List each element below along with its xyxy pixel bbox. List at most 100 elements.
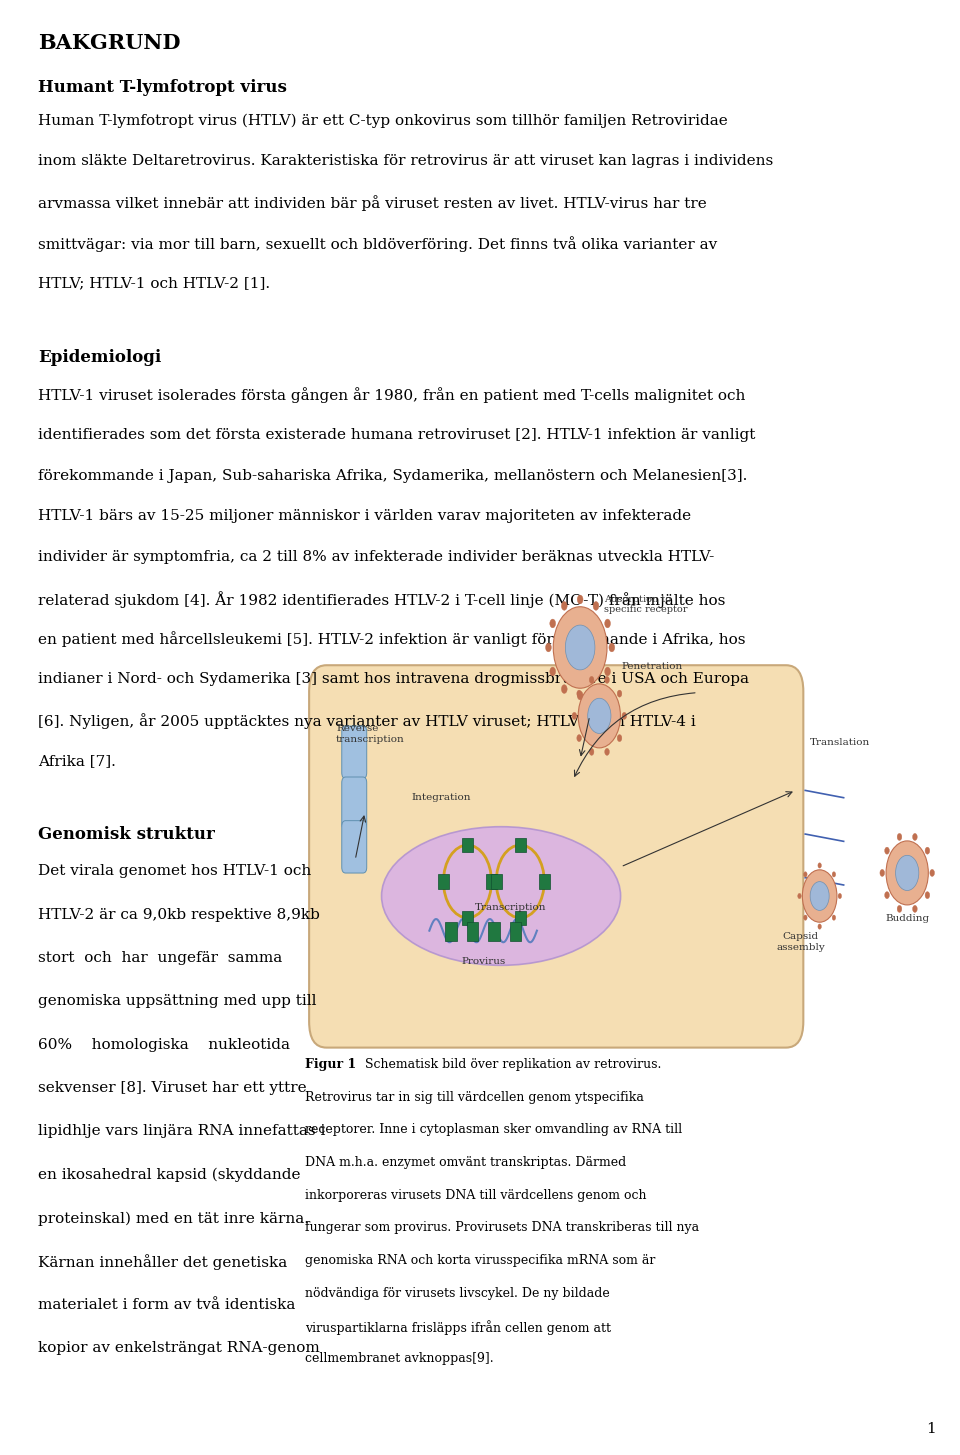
Circle shape (577, 691, 583, 700)
Text: [6]. Nyligen, år 2005 upptäcktes nya varianter av HTLV viruset; HTLV-3 och HTLV-: [6]. Nyligen, år 2005 upptäcktes nya var… (38, 713, 696, 729)
Circle shape (562, 685, 567, 694)
FancyBboxPatch shape (515, 911, 526, 925)
Text: HTLV-2 är ca 9,0kb respektive 8,9kb: HTLV-2 är ca 9,0kb respektive 8,9kb (38, 908, 321, 921)
Text: arvmassa vilket innebär att individen bär på viruset resten av livet. HTLV-virus: arvmassa vilket innebär att individen bä… (38, 195, 708, 211)
Circle shape (605, 748, 610, 755)
Text: Budding: Budding (885, 914, 929, 922)
Text: genomiska RNA och korta virusspecifika mRNA som är: genomiska RNA och korta virusspecifika m… (305, 1254, 656, 1267)
Text: materialet i form av två identiska: materialet i form av två identiska (38, 1298, 296, 1312)
Circle shape (804, 915, 807, 920)
Text: Capsid
assembly: Capsid assembly (776, 933, 825, 952)
Text: Epidemiologi: Epidemiologi (38, 349, 161, 367)
FancyBboxPatch shape (462, 838, 473, 853)
Text: Provirus: Provirus (461, 957, 505, 966)
Circle shape (803, 870, 837, 922)
Circle shape (810, 882, 829, 911)
FancyBboxPatch shape (486, 874, 497, 889)
Circle shape (896, 856, 919, 890)
Circle shape (832, 872, 835, 877)
Circle shape (605, 666, 611, 675)
FancyBboxPatch shape (515, 838, 526, 853)
Circle shape (562, 601, 567, 610)
Circle shape (818, 863, 822, 869)
Text: Det virala genomet hos HTLV-1 och: Det virala genomet hos HTLV-1 och (38, 864, 312, 879)
Circle shape (577, 690, 582, 697)
Text: HTLV; HTLV-1 och HTLV-2 [1].: HTLV; HTLV-1 och HTLV-2 [1]. (38, 276, 271, 291)
Text: förekommande i Japan, Sub-sahariska Afrika, Sydamerika, mellanöstern och Melanes: förekommande i Japan, Sub-sahariska Afri… (38, 469, 748, 483)
FancyBboxPatch shape (342, 726, 367, 778)
Circle shape (572, 713, 577, 719)
Circle shape (880, 870, 884, 876)
Text: Afrika [7].: Afrika [7]. (38, 754, 116, 768)
Circle shape (605, 677, 610, 684)
FancyBboxPatch shape (342, 821, 367, 873)
Circle shape (925, 847, 929, 854)
Circle shape (885, 847, 889, 854)
Circle shape (577, 735, 582, 742)
FancyBboxPatch shape (342, 777, 367, 829)
Text: Schematisk bild över replikation av retrovirus.: Schematisk bild över replikation av retr… (361, 1058, 661, 1071)
Circle shape (593, 685, 599, 694)
Text: Human T-lymfotropt virus (HTLV) är ett C-typ onkovirus som tillhör familjen Retr: Human T-lymfotropt virus (HTLV) är ett C… (38, 113, 728, 128)
Text: Kärnan innehåller det genetiska: Kärnan innehåller det genetiska (38, 1254, 288, 1270)
Circle shape (886, 841, 928, 905)
Circle shape (550, 620, 556, 629)
Text: lipidhlje vars linjära RNA innefattas i: lipidhlje vars linjära RNA innefattas i (38, 1125, 325, 1138)
Circle shape (553, 607, 607, 688)
Circle shape (565, 626, 595, 669)
Text: inkorporeras virusets DNA till värdcellens genom och: inkorporeras virusets DNA till värdcelle… (305, 1189, 647, 1202)
Ellipse shape (381, 826, 620, 965)
Text: cellmembranet avknoppas[9].: cellmembranet avknoppas[9]. (305, 1353, 493, 1365)
Circle shape (818, 924, 822, 930)
Circle shape (593, 601, 599, 610)
Text: Integration: Integration (412, 793, 471, 802)
FancyBboxPatch shape (438, 874, 449, 889)
Text: nödvändiga för virusets livscykel. De ny bildade: nödvändiga för virusets livscykel. De ny… (305, 1286, 610, 1299)
Text: 1: 1 (926, 1422, 936, 1436)
Text: Penetration: Penetration (621, 662, 683, 671)
Circle shape (885, 892, 889, 899)
Text: identifierades som det första existerade humana retroviruset [2]. HTLV-1 infekti: identifierades som det första existerade… (38, 428, 756, 442)
Text: genomiska uppsättning med upp till: genomiska uppsättning med upp till (38, 994, 317, 1008)
FancyBboxPatch shape (539, 874, 550, 889)
Text: viruspartiklarna frisläpps ifrån cellen genom att: viruspartiklarna frisläpps ifrån cellen … (305, 1320, 612, 1334)
Circle shape (609, 643, 614, 652)
Text: Genomisk struktur: Genomisk struktur (38, 826, 215, 844)
Text: Retrovirus tar in sig till värdcellen genom ytspecifika: Retrovirus tar in sig till värdcellen ge… (305, 1091, 644, 1103)
Circle shape (578, 684, 620, 748)
FancyBboxPatch shape (491, 874, 502, 889)
Circle shape (925, 892, 929, 899)
Text: Reverse
transcription: Reverse transcription (336, 725, 405, 744)
Text: fungerar som provirus. Provirusets DNA transkriberas till nya: fungerar som provirus. Provirusets DNA t… (305, 1221, 700, 1234)
Circle shape (898, 905, 901, 912)
Text: Figur 1: Figur 1 (305, 1058, 356, 1071)
Text: en ikosahedral kapsid (skyddande: en ikosahedral kapsid (skyddande (38, 1168, 300, 1181)
Text: Adsorption to
specific receptor: Adsorption to specific receptor (604, 595, 687, 614)
FancyBboxPatch shape (488, 922, 499, 941)
Text: smittvägar: via mor till barn, sexuellt och bldöverföring. Det finns två olika v: smittvägar: via mor till barn, sexuellt … (38, 236, 718, 252)
Circle shape (605, 620, 611, 629)
Circle shape (545, 643, 551, 652)
Text: Translation: Translation (810, 738, 871, 746)
Text: HTLV-1 viruset isolerades första gången år 1980, från en patient med T-cells mal: HTLV-1 viruset isolerades första gången … (38, 387, 746, 403)
Text: individer är symptomfria, ca 2 till 8% av infekterade individer beräknas utveckl: individer är symptomfria, ca 2 till 8% a… (38, 550, 714, 565)
Text: kopior av enkelsträngat RNA-genom: kopior av enkelsträngat RNA-genom (38, 1342, 320, 1355)
Text: indianer i Nord- och Sydamerika [3] samt hos intravena drogmissbrukare i USA och: indianer i Nord- och Sydamerika [3] samt… (38, 672, 750, 687)
Circle shape (589, 677, 594, 684)
Circle shape (898, 834, 901, 841)
Circle shape (617, 735, 622, 742)
Circle shape (589, 748, 594, 755)
FancyBboxPatch shape (445, 922, 457, 941)
Text: receptorer. Inne i cytoplasman sker omvandling av RNA till: receptorer. Inne i cytoplasman sker omva… (305, 1123, 683, 1136)
Circle shape (838, 893, 842, 899)
FancyBboxPatch shape (309, 665, 804, 1048)
Circle shape (913, 834, 917, 841)
Circle shape (577, 595, 583, 604)
FancyBboxPatch shape (510, 922, 521, 941)
Text: proteinskal) med en tät inre kärna.: proteinskal) med en tät inre kärna. (38, 1211, 309, 1225)
Text: stort  och  har  ungefär  samma: stort och har ungefär samma (38, 952, 282, 965)
Circle shape (550, 666, 556, 675)
Text: inom släkte Deltaretrovirus. Karakteristiska för retrovirus är att viruset kan l: inom släkte Deltaretrovirus. Karakterist… (38, 154, 774, 169)
Circle shape (913, 905, 917, 912)
Text: Transcription: Transcription (475, 904, 546, 912)
